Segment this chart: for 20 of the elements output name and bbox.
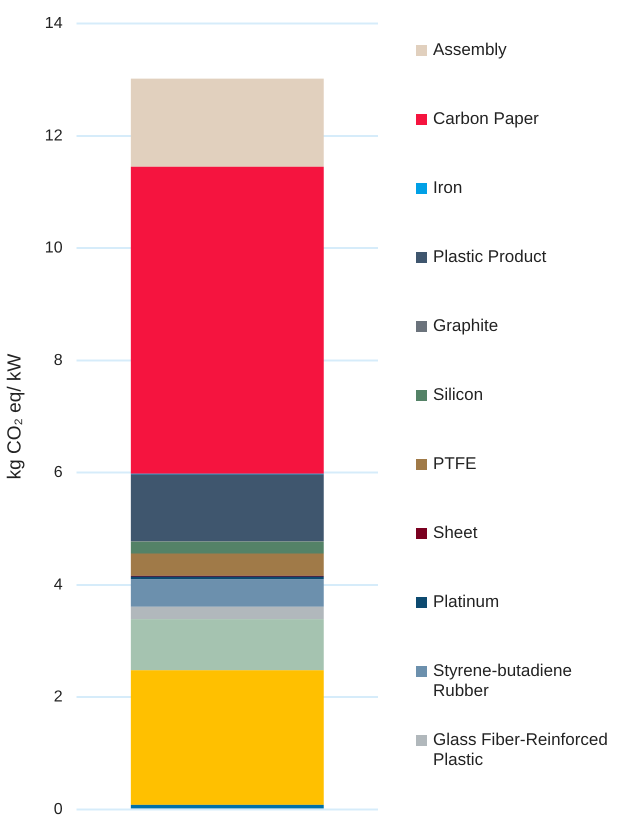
y-tick-label: 2	[54, 688, 63, 706]
legend-label: Glass Fiber-Reinforced Plastic	[433, 730, 609, 770]
y-tick-label: 12	[44, 127, 63, 144]
legend-label: Carbon Paper	[433, 109, 539, 129]
legend-label: Plastic Product	[433, 247, 546, 267]
legend-label: Silicon	[433, 385, 484, 405]
y-tick-label: 6	[54, 464, 63, 482]
y-tick-label: 14	[44, 15, 63, 32]
y-tick-label: 10	[44, 240, 63, 257]
legend-label: Sheet	[433, 523, 478, 543]
legend-label: Graphite	[433, 316, 498, 336]
legend-label: Assembly	[433, 40, 507, 60]
y-tick-label: 0	[54, 800, 63, 818]
y-axis-title: kg CO₂ eq/ kW	[4, 354, 26, 480]
legend-label: PTFE	[433, 454, 476, 474]
legend-label: Styrene-butadiene Rubber	[433, 661, 573, 701]
y-tick-label: 8	[54, 352, 63, 369]
legend-label: Platinum	[433, 592, 500, 612]
y-tick-label: 4	[54, 576, 63, 594]
legend-label: Iron	[433, 178, 462, 198]
